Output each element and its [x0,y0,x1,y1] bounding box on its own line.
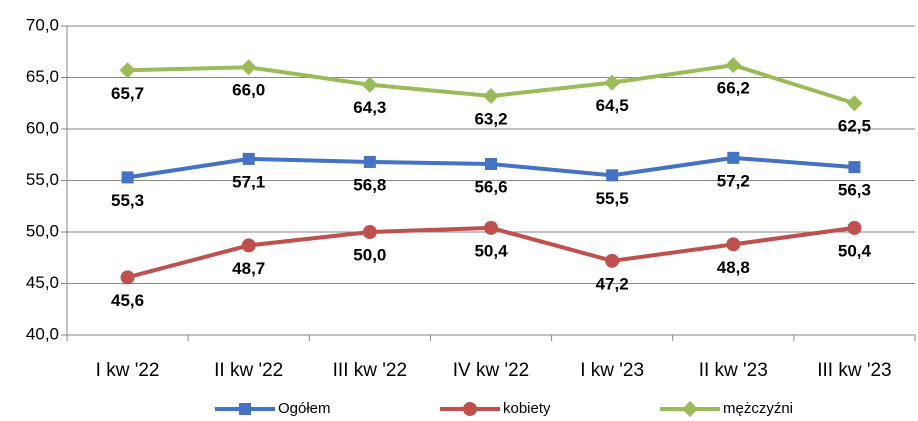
marker [682,401,698,417]
marker [604,74,621,91]
data-label: 57,2 [717,171,750,190]
x-tick-label: IV kw '22 [453,360,530,381]
marker [726,237,741,252]
y-tick-label: 40,0 [26,324,59,343]
data-label: 48,8 [717,258,750,277]
y-tick-label: 50,0 [26,221,59,240]
marker [847,220,862,235]
data-label: 66,2 [717,79,750,98]
x-tick-label: II kw '23 [699,360,768,381]
y-tick-label: 60,0 [26,118,59,137]
x-tick-label: I kw '23 [580,360,644,381]
marker [241,238,256,253]
data-label: 55,3 [111,191,144,210]
marker [463,402,477,416]
marker [120,270,135,285]
data-label: 50,0 [353,245,386,264]
data-label: 66,0 [232,81,265,100]
data-label: 64,3 [353,98,386,117]
marker [483,88,499,105]
data-label: 56,6 [474,178,507,197]
marker [485,158,497,171]
marker [363,155,376,168]
marker [848,161,861,174]
marker [606,169,619,182]
marker [605,253,620,268]
marker [727,151,740,164]
marker [725,57,742,74]
data-label: 55,5 [596,189,629,208]
data-label: 56,8 [353,175,386,194]
data-label: 50,4 [838,241,872,260]
marker [240,59,257,76]
marker [121,171,134,184]
x-tick-label: III kw '23 [817,360,891,381]
x-tick-label: II kw '22 [214,360,283,381]
data-label: 65,7 [111,84,144,103]
data-label: 45,6 [111,291,144,310]
marker [119,62,136,79]
legend-label: mężczyźni [723,400,793,417]
marker [239,403,251,415]
marker [484,220,498,235]
legend-label: Ogółem [278,400,331,417]
x-tick-label: III kw '22 [333,360,407,381]
marker [242,152,255,165]
data-label: 50,4 [474,241,508,260]
marker [362,225,377,239]
legend-label: kobiety [503,400,551,417]
data-label: 64,5 [596,96,629,115]
x-tick-label: I kw '22 [96,360,160,381]
y-tick-label: 70,0 [26,15,59,34]
data-label: 56,3 [838,181,871,200]
y-tick-label: 65,0 [26,67,59,86]
data-label: 62,5 [838,117,871,136]
y-tick-label: 55,0 [26,170,59,189]
data-label: 63,2 [474,110,507,129]
marker [361,76,378,93]
y-tick-label: 45,0 [26,273,59,292]
data-label: 57,1 [232,172,265,191]
marker [846,95,863,112]
data-label: 48,7 [232,259,265,278]
data-label: 47,2 [596,274,629,293]
